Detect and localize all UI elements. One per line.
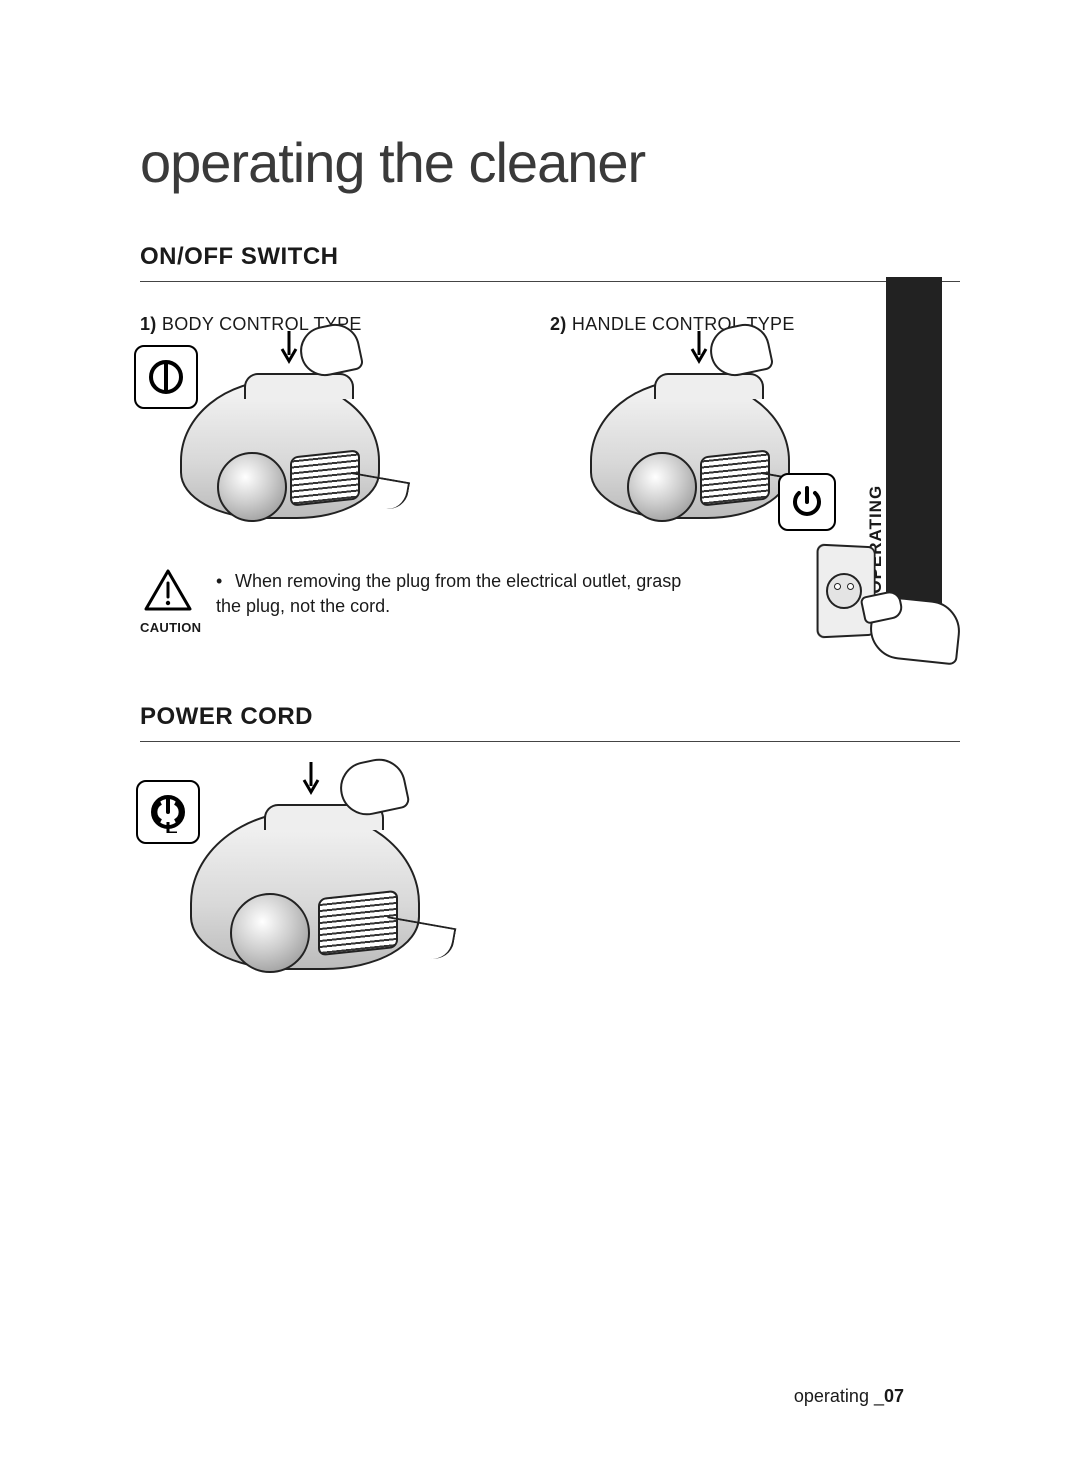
heading-powercord: POWER CORD: [140, 703, 960, 742]
caution-text: • When removing the plug from the electr…: [216, 569, 696, 619]
power-line-icon: [134, 345, 198, 409]
control-number: 1): [140, 314, 157, 334]
heading-onoff: ON/OFF SWITCH: [140, 243, 960, 282]
vacuum-body-shape: [590, 379, 790, 519]
figure-outlet-plug: [810, 545, 960, 665]
section-powercord: POWER CORD: [140, 703, 960, 984]
page-footer: operating _07: [794, 1386, 904, 1407]
manual-page: operating the cleaner 02 OPERATING ON/OF…: [0, 0, 1080, 1463]
page-title: operating the cleaner: [140, 130, 960, 195]
vacuum-body-shape: [180, 379, 380, 519]
footer-page-number: 07: [884, 1386, 904, 1406]
arrow-down-icon: [690, 331, 708, 367]
control-number: 2): [550, 314, 567, 334]
bullet-icon: •: [216, 569, 230, 594]
caution-icon-group: CAUTION: [140, 569, 196, 635]
figure-powercord: [140, 774, 450, 984]
caution-label: CAUTION: [140, 620, 196, 635]
caution-message: When removing the plug from the electric…: [216, 571, 681, 616]
arrow-down-icon: [302, 762, 320, 798]
control-type-row: 1) BODY CONTROL TYPE: [140, 314, 960, 529]
control-body-type: 1) BODY CONTROL TYPE: [140, 314, 550, 529]
cord-rewind-icon: [136, 780, 200, 844]
power-standby-icon: [778, 473, 836, 531]
footer-prefix: operating _: [794, 1386, 884, 1406]
outlet-socket-shape: [826, 573, 862, 609]
figure-body-control: [140, 349, 400, 529]
arrow-down-icon: [280, 331, 298, 367]
caution-triangle-icon: [144, 569, 192, 611]
vacuum-body-shape: [190, 810, 420, 970]
figure-handle-control: [550, 349, 810, 529]
